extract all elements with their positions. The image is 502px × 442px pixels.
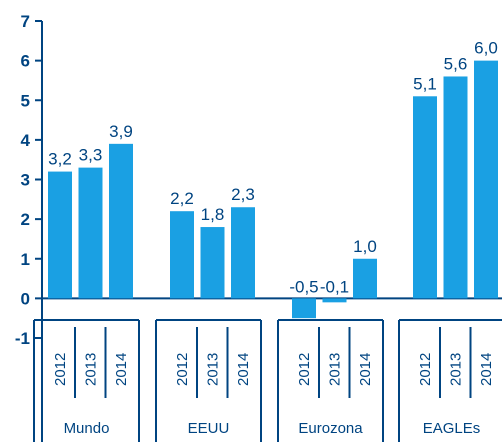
y-tick-label: 7 bbox=[21, 12, 30, 31]
data-label: 2,3 bbox=[231, 185, 255, 204]
y-tick-label: 5 bbox=[21, 91, 30, 110]
bar bbox=[109, 143, 133, 299]
category-label: EEUU bbox=[188, 420, 230, 437]
y-tick-label: 3 bbox=[21, 171, 30, 190]
x-tick-label: 2012 bbox=[52, 353, 69, 386]
data-label: 3,3 bbox=[79, 146, 103, 165]
x-tick-label: 2014 bbox=[357, 353, 374, 386]
x-tick-label: 2014 bbox=[478, 353, 495, 386]
bar bbox=[170, 211, 194, 299]
bar bbox=[474, 60, 498, 299]
category-label: Eurozona bbox=[298, 420, 363, 437]
x-tick-label: 2014 bbox=[113, 353, 130, 386]
y-tick-label: -1 bbox=[15, 329, 30, 348]
data-label: 3,2 bbox=[48, 150, 72, 169]
y-tick-label: 6 bbox=[21, 52, 30, 71]
bar bbox=[322, 298, 347, 303]
bars bbox=[48, 60, 498, 319]
y-axis-ticks: -1 0 1 2 3 4 5 6 7 bbox=[15, 12, 42, 348]
data-label: 3,9 bbox=[109, 122, 133, 141]
category-axis: 2012 2013 2014 Mundo 2012 2013 2014 EEUU 2012 201… bbox=[33, 319, 502, 442]
bar bbox=[413, 96, 437, 299]
x-tick-label: 2014 bbox=[235, 353, 252, 386]
bar bbox=[443, 76, 468, 299]
y-tick-label: 4 bbox=[21, 131, 31, 150]
x-tick-label: 2013 bbox=[448, 353, 465, 386]
data-label: -0,1 bbox=[320, 277, 349, 296]
bar bbox=[231, 207, 255, 299]
data-label: 5,1 bbox=[413, 74, 437, 93]
bar bbox=[200, 227, 225, 299]
bar bbox=[78, 167, 103, 299]
category-label: Mundo bbox=[64, 420, 110, 437]
bar bbox=[353, 258, 377, 299]
data-label: 1,8 bbox=[201, 205, 225, 224]
data-label: 5,6 bbox=[444, 54, 468, 73]
x-tick-label: 2013 bbox=[83, 353, 100, 386]
y-tick-label: 2 bbox=[21, 210, 30, 229]
bar bbox=[48, 171, 72, 299]
x-tick-label: 2012 bbox=[296, 353, 313, 386]
category-label: EAGLEs bbox=[423, 420, 481, 437]
y-tick-label: 1 bbox=[21, 250, 30, 269]
x-tick-label: 2012 bbox=[417, 353, 434, 386]
data-label: 2,2 bbox=[170, 189, 194, 208]
y-tick-label: 0 bbox=[21, 289, 30, 308]
x-tick-label: 2013 bbox=[327, 353, 344, 386]
data-label: 1,0 bbox=[353, 237, 377, 256]
x-tick-label: 2012 bbox=[174, 353, 191, 386]
x-tick-label: 2013 bbox=[205, 353, 222, 386]
value-labels: 3,2 3,3 3,9 2,2 1,8 2,3 -0,5 -0,1 1,0 5,1 5,6 6,0 bbox=[48, 39, 498, 297]
bar bbox=[292, 298, 316, 319]
data-label: -0,5 bbox=[289, 277, 318, 296]
data-label: 6,0 bbox=[474, 39, 498, 58]
